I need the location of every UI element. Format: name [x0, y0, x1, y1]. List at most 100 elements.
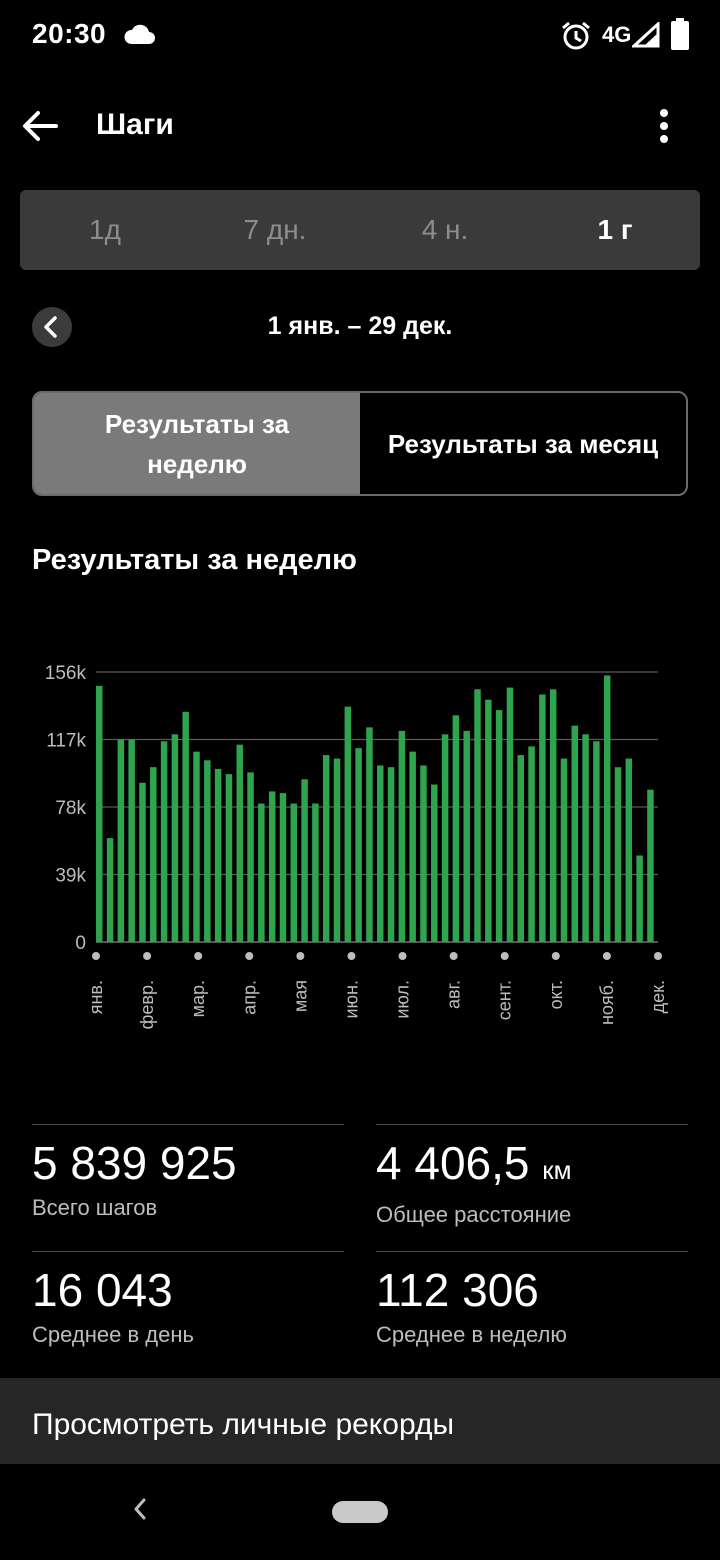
- x-tick-label: авг.: [444, 980, 464, 1009]
- weekly-steps-chart: 156k 117k 78k 39k 0 янв. февр. мар. апр. мая июн. и…: [45, 663, 668, 1029]
- y-tick-label: 78k: [55, 798, 86, 819]
- bar[interactable]: [96, 685, 103, 942]
- bar[interactable]: [463, 730, 470, 942]
- bar[interactable]: [236, 744, 243, 942]
- status-bar: 20:30 4G: [0, 0, 720, 72]
- bar[interactable]: [160, 741, 168, 942]
- date-navigation: 1 янв. – 29 дек.: [0, 300, 720, 356]
- bar[interactable]: [171, 734, 179, 942]
- bar[interactable]: [603, 675, 611, 942]
- bar[interactable]: [214, 768, 222, 942]
- bar[interactable]: [301, 779, 308, 942]
- bar[interactable]: [139, 782, 146, 942]
- bar[interactable]: [333, 758, 341, 942]
- bar[interactable]: [193, 751, 200, 942]
- status-time: 20:30: [32, 18, 107, 49]
- bar[interactable]: [247, 772, 254, 942]
- tab-4w[interactable]: 4 н.: [421, 214, 469, 245]
- stat-total-distance: 4 406,5 км Общее расстояние: [376, 1124, 688, 1228]
- x-tick-label: нояб.: [597, 980, 617, 1025]
- bar[interactable]: [636, 855, 643, 942]
- bar[interactable]: [571, 725, 579, 942]
- bar[interactable]: [625, 758, 633, 942]
- tab-1y[interactable]: 1 г: [597, 214, 633, 245]
- bar[interactable]: [279, 793, 287, 942]
- bar[interactable]: [387, 767, 395, 942]
- bar[interactable]: [268, 791, 276, 942]
- bar[interactable]: [517, 755, 524, 942]
- app-bar: Шаги: [0, 90, 720, 162]
- y-tick-label: 156k: [45, 663, 87, 684]
- x-tick-label: июн.: [341, 980, 361, 1019]
- bar[interactable]: [560, 758, 568, 942]
- bar[interactable]: [485, 699, 492, 942]
- bar[interactable]: [290, 803, 298, 942]
- y-tick-label: 39k: [55, 866, 86, 887]
- x-tick-label: дек.: [648, 980, 668, 1013]
- more-vert-icon[interactable]: [650, 106, 678, 146]
- bar[interactable]: [409, 751, 416, 942]
- x-tick-dot: [449, 952, 458, 960]
- x-tick-dot: [500, 952, 509, 960]
- nav-home-pill[interactable]: [332, 1501, 388, 1523]
- personal-records-label: Просмотреть личные рекорды: [32, 1408, 455, 1441]
- bar[interactable]: [549, 689, 557, 942]
- stat-label: Среднее в неделю: [376, 1322, 567, 1347]
- x-tick-dot: [92, 952, 100, 960]
- tab-1d[interactable]: 1д: [89, 214, 121, 245]
- stat-value: 112 306: [376, 1264, 539, 1316]
- bar[interactable]: [322, 755, 330, 942]
- network-type: 4G: [602, 22, 632, 47]
- x-tick-label: сент.: [495, 980, 515, 1020]
- bar[interactable]: [441, 734, 449, 942]
- bar[interactable]: [474, 689, 481, 942]
- bar[interactable]: [366, 727, 373, 942]
- bar[interactable]: [647, 789, 654, 942]
- bar[interactable]: [398, 730, 406, 942]
- x-tick-label: февр.: [137, 980, 157, 1029]
- bar[interactable]: [377, 765, 384, 942]
- bar[interactable]: [614, 767, 622, 942]
- x-tick-dot: [245, 952, 254, 960]
- bar[interactable]: [182, 711, 189, 942]
- date-range: 1 янв. – 29 дек.: [267, 312, 453, 340]
- bar[interactable]: [204, 760, 211, 942]
- bar[interactable]: [539, 694, 546, 943]
- bar[interactable]: [258, 803, 265, 942]
- tab-7d[interactable]: 7 дн.: [243, 214, 307, 245]
- x-tick-label: июл.: [393, 980, 413, 1019]
- bar[interactable]: [355, 748, 362, 942]
- bar[interactable]: [528, 746, 535, 942]
- weekly-results-button[interactable]: Результаты за неделю: [34, 393, 360, 494]
- y-tick-label: 0: [75, 933, 86, 954]
- stat-daily-average: 16 043 Среднее в день: [32, 1251, 344, 1348]
- bar[interactable]: [452, 715, 460, 942]
- x-tick-label: мая: [290, 980, 310, 1012]
- bar[interactable]: [117, 739, 125, 943]
- bar[interactable]: [506, 687, 514, 942]
- bar[interactable]: [128, 739, 135, 943]
- bar[interactable]: [582, 734, 589, 942]
- system-nav-bar: [0, 1464, 720, 1560]
- cloud-icon: [124, 24, 155, 44]
- x-tick-label: мар.: [188, 980, 208, 1017]
- back-arrow-icon[interactable]: [20, 106, 60, 146]
- results-toggle: Результаты за неделю Результаты за месяц: [32, 391, 688, 496]
- signal-icon: [632, 22, 660, 48]
- bar[interactable]: [150, 767, 157, 942]
- bar[interactable]: [312, 803, 319, 942]
- bar[interactable]: [431, 784, 438, 943]
- previous-period-button[interactable]: [32, 307, 72, 347]
- bar[interactable]: [420, 765, 427, 942]
- alarm-icon: [562, 21, 590, 50]
- x-tick-dot: [398, 952, 407, 960]
- bar[interactable]: [344, 706, 352, 942]
- monthly-results-button[interactable]: Результаты за месяц: [387, 428, 659, 459]
- bar[interactable]: [495, 710, 503, 942]
- personal-records-row[interactable]: Просмотреть личные рекорды: [0, 1378, 720, 1464]
- bar[interactable]: [106, 838, 114, 942]
- stat-weekly-average: 112 306 Среднее в неделю: [376, 1251, 688, 1348]
- nav-back-icon[interactable]: [128, 1494, 152, 1524]
- bar[interactable]: [593, 741, 600, 942]
- bar[interactable]: [225, 774, 233, 942]
